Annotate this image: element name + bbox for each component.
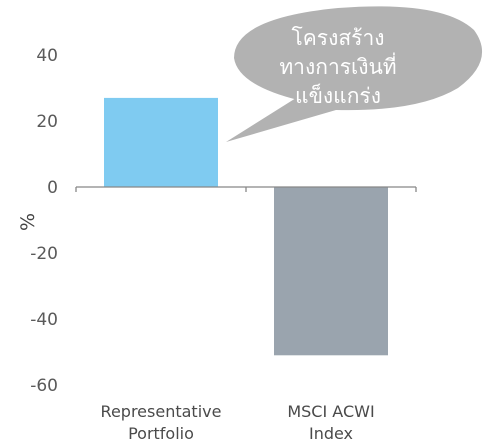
- y-tick-label: -20: [30, 244, 58, 264]
- category-label: Portfolio: [128, 424, 194, 443]
- y-axis-label: %: [17, 213, 39, 231]
- bar-1: [104, 97, 218, 187]
- y-tick-label: 40: [36, 46, 58, 66]
- bar-2: [274, 187, 388, 356]
- y-tick-label: 20: [36, 112, 58, 132]
- y-tick-label: -40: [30, 310, 58, 330]
- category-label: Index: [309, 424, 353, 443]
- category-label: Representative: [101, 402, 222, 421]
- y-tick-label: -60: [30, 376, 58, 396]
- speech-bubble-shape: [226, 6, 483, 142]
- speech-bubble-callout: [226, 6, 483, 142]
- category-label: MSCI ACWI: [287, 402, 374, 421]
- y-tick-label: 0: [47, 178, 58, 198]
- callout-text: โครงสร้าง ทางการเงินที่ แข็งแกร่ง: [279, 26, 397, 108]
